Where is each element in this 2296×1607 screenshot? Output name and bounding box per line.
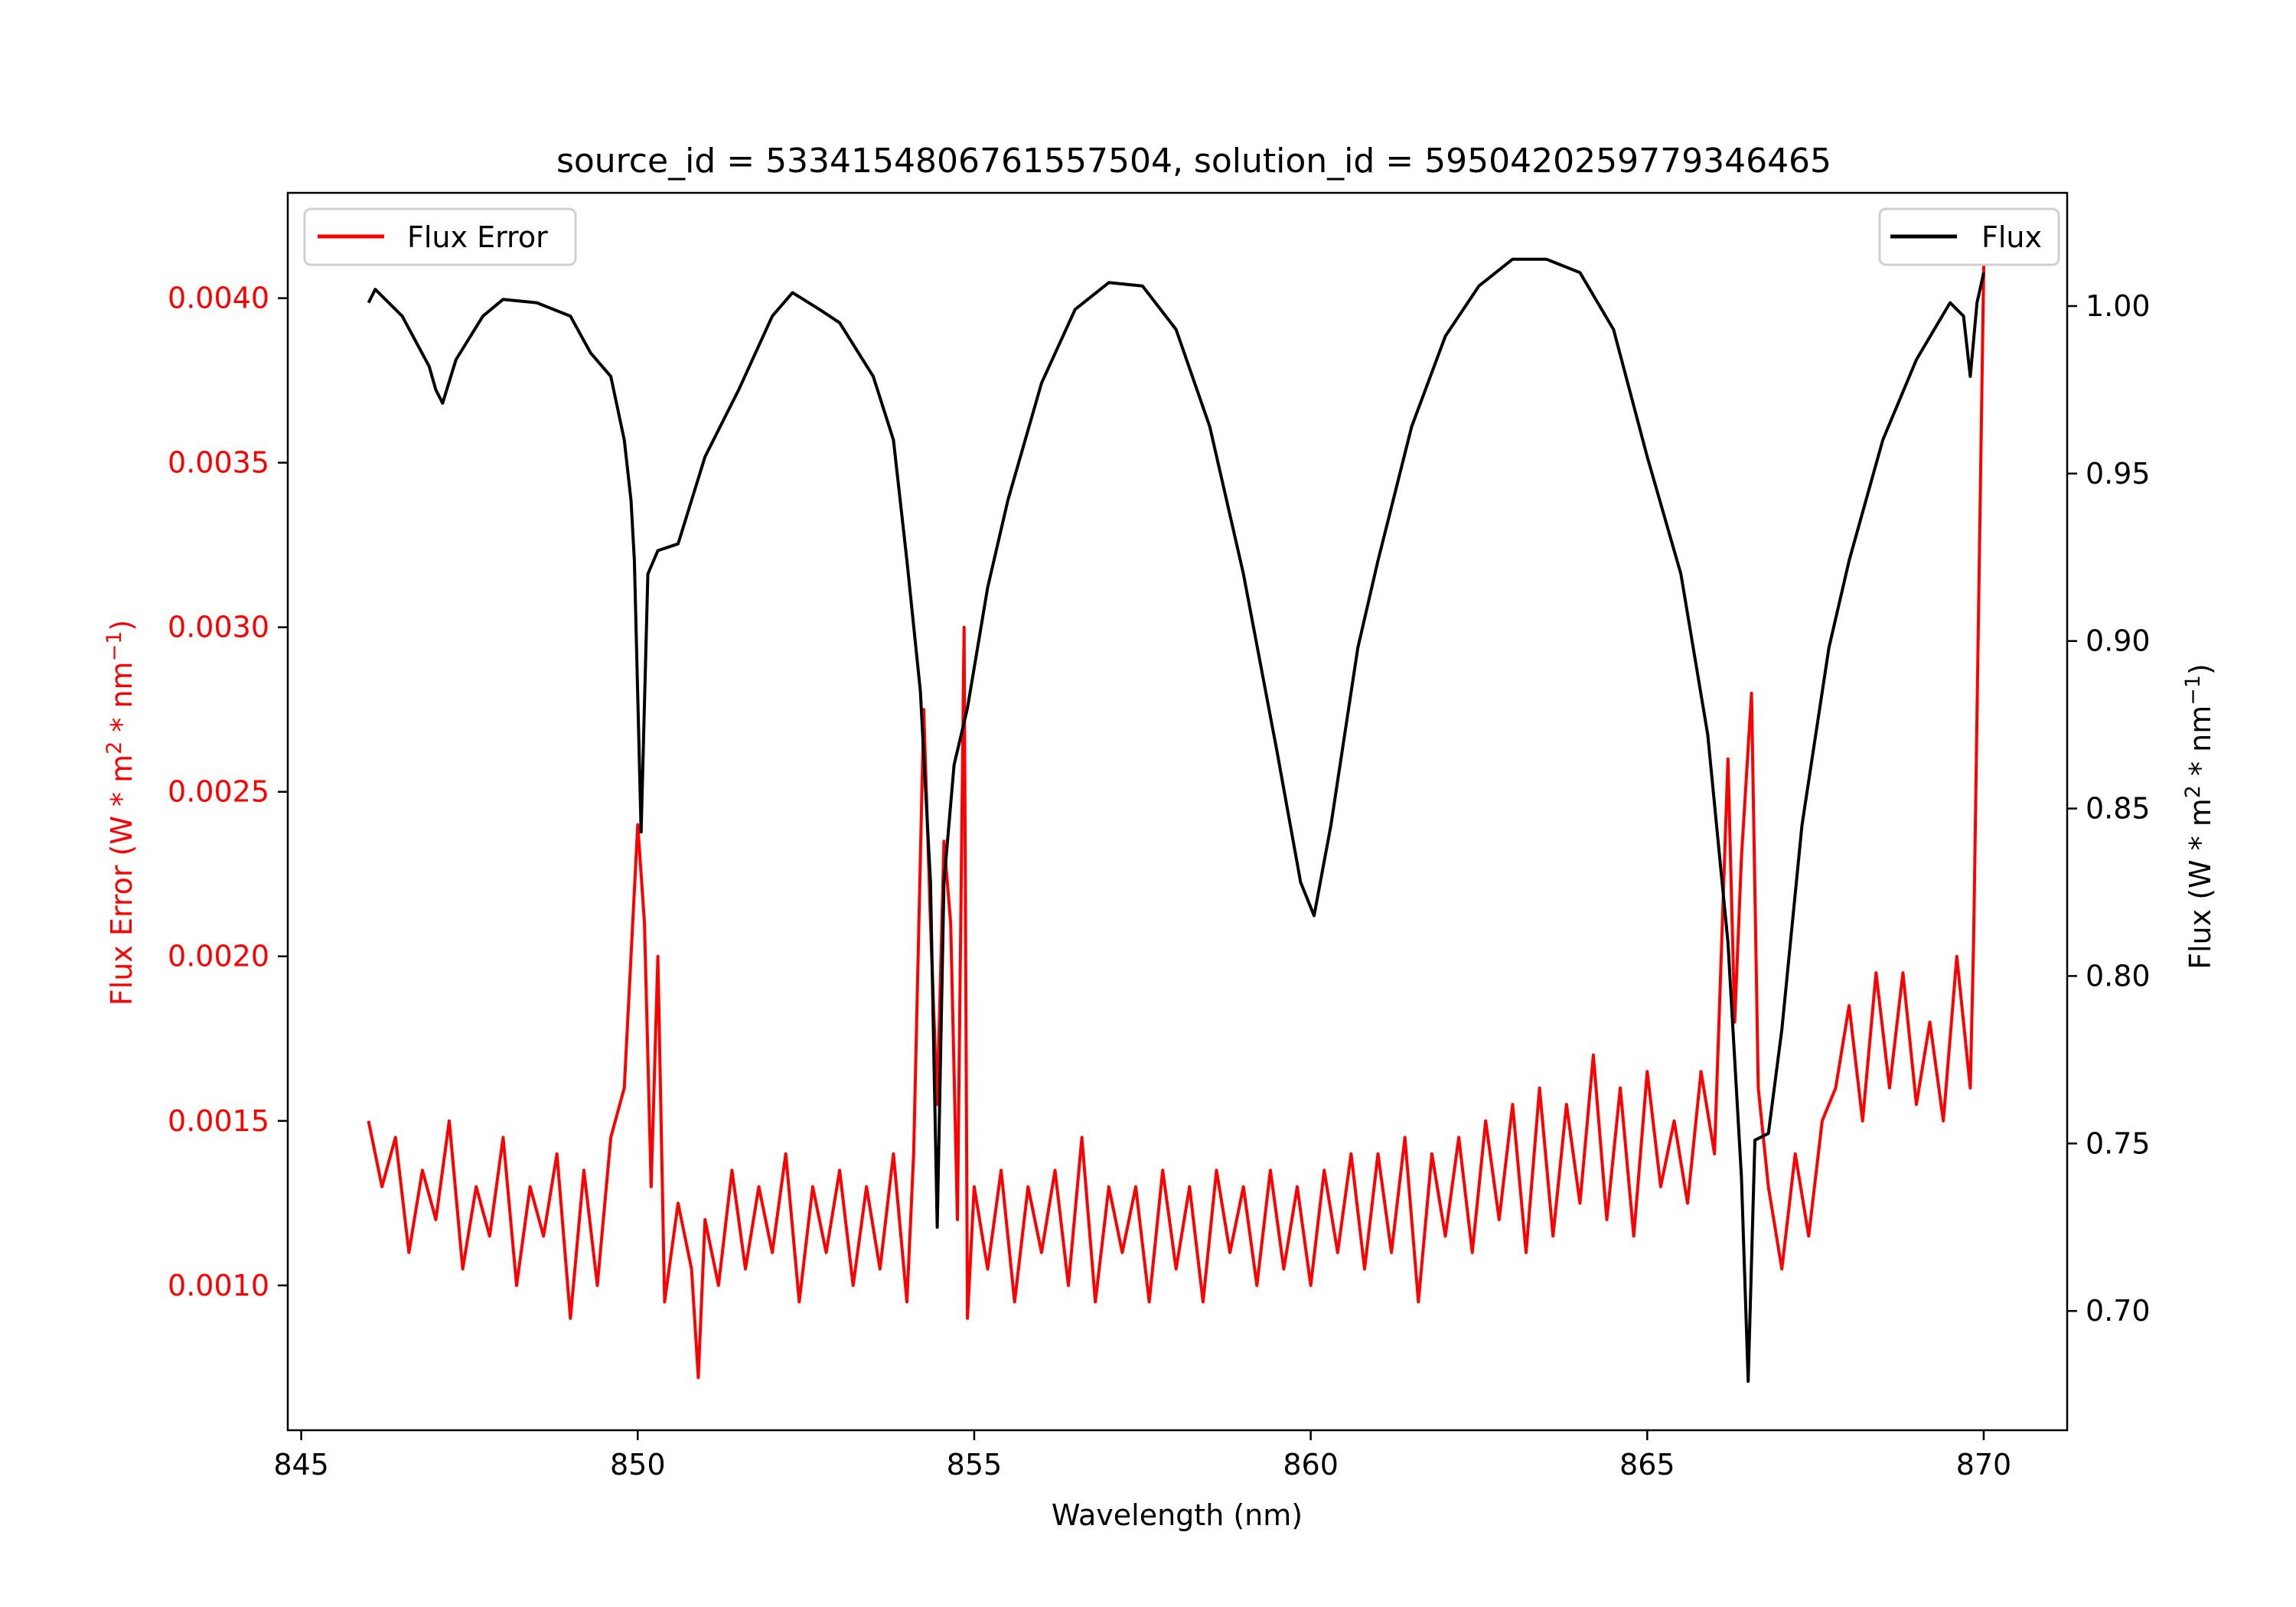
legend-box <box>1878 207 2060 266</box>
right-y-axis: 0.70 0.75 0.80 0.85 0.90 0.95 1.00 <box>2067 289 2151 1328</box>
legend-flux-error: Flux Error <box>303 207 577 266</box>
legend-label-flux-error: Flux Error <box>407 220 548 254</box>
right-y-tick-label: 0.70 <box>2086 1294 2151 1328</box>
left-y-tick-label: 0.0010 <box>168 1269 269 1302</box>
right-y-tick-label: 1.00 <box>2086 289 2151 323</box>
plot-area <box>367 257 1985 1384</box>
left-y-axis: 0.0010 0.0015 0.0020 0.0025 0.0030 0.0035 0.00… <box>168 282 288 1302</box>
x-tick-label: 860 <box>1283 1448 1339 1482</box>
right-y-tick-label: 0.95 <box>2086 457 2151 491</box>
right-y-axis-label: Flux (W * m2 * nm−1) <box>2181 663 2217 970</box>
x-axis: 845 850 855 860 865 870 <box>273 1430 2011 1482</box>
right-y-tick-label: 0.90 <box>2086 624 2151 658</box>
left-y-tick-label: 0.0025 <box>168 775 269 809</box>
left-y-tick-label: 0.0035 <box>168 446 269 480</box>
legend-box <box>303 207 577 266</box>
x-tick-label: 865 <box>1619 1448 1675 1482</box>
right-y-tick-label: 0.80 <box>2086 959 2151 993</box>
left-y-tick-label: 0.0020 <box>168 940 269 973</box>
x-tick-label: 870 <box>1956 1448 2012 1482</box>
chart-title: source_id = 5334154806761557504, solutio… <box>556 142 1831 181</box>
left-y-tick-label: 0.0015 <box>168 1104 269 1138</box>
flux-error-line <box>367 265 1985 1380</box>
axes-frame <box>286 191 2069 1432</box>
flux-line <box>367 257 1985 1384</box>
legend-label-flux: Flux <box>1981 220 2042 254</box>
left-y-axis-label: Flux Error (W * m2 * nm−1) <box>103 620 139 1006</box>
right-y-tick-label: 0.75 <box>2086 1126 2151 1160</box>
right-y-tick-label: 0.85 <box>2086 792 2151 826</box>
legend-flux: Flux <box>1878 207 2060 266</box>
x-tick-label: 850 <box>610 1448 666 1482</box>
left-y-tick-label: 0.0030 <box>168 611 269 644</box>
left-y-tick-label: 0.0040 <box>168 282 269 315</box>
x-tick-label: 845 <box>273 1448 329 1482</box>
x-axis-label: Wavelength (nm) <box>1052 1498 1303 1532</box>
x-tick-label: 855 <box>947 1448 1003 1482</box>
